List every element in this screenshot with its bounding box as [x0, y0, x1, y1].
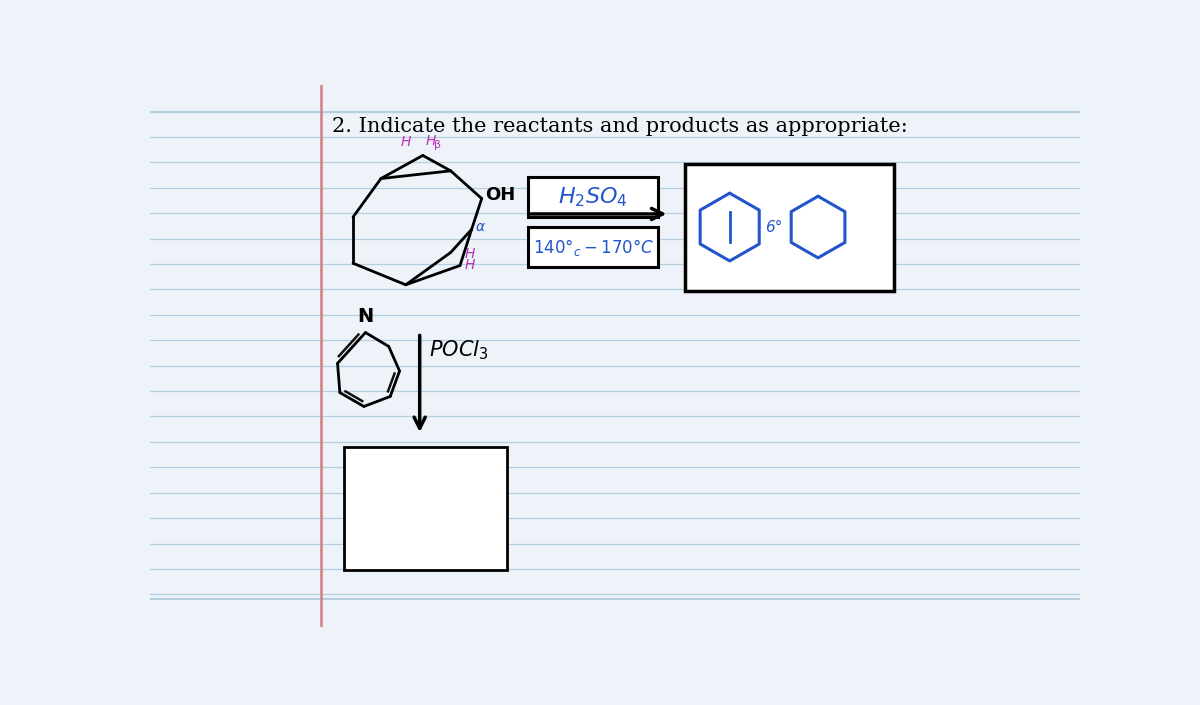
- Bar: [343, 446, 506, 570]
- Bar: [528, 227, 659, 267]
- Text: $POCl_3$: $POCl_3$: [430, 338, 488, 362]
- Bar: [685, 164, 894, 291]
- Bar: [528, 177, 659, 217]
- Text: H: H: [426, 134, 437, 147]
- Text: β: β: [433, 140, 440, 149]
- Text: H: H: [401, 135, 412, 149]
- Text: $H_2SO_4$: $H_2SO_4$: [558, 185, 629, 209]
- Text: $140°_c - 170°C$: $140°_c - 170°C$: [533, 237, 654, 257]
- Text: H: H: [464, 257, 475, 271]
- Text: 6°: 6°: [766, 219, 782, 235]
- Text: 2. Indicate the reactants and products as appropriate:: 2. Indicate the reactants and products a…: [332, 117, 908, 136]
- Text: OH: OH: [486, 185, 516, 204]
- Text: H: H: [464, 247, 475, 261]
- Text: ··: ··: [361, 309, 370, 321]
- Text: N: N: [358, 307, 373, 326]
- Text: α: α: [475, 220, 485, 234]
